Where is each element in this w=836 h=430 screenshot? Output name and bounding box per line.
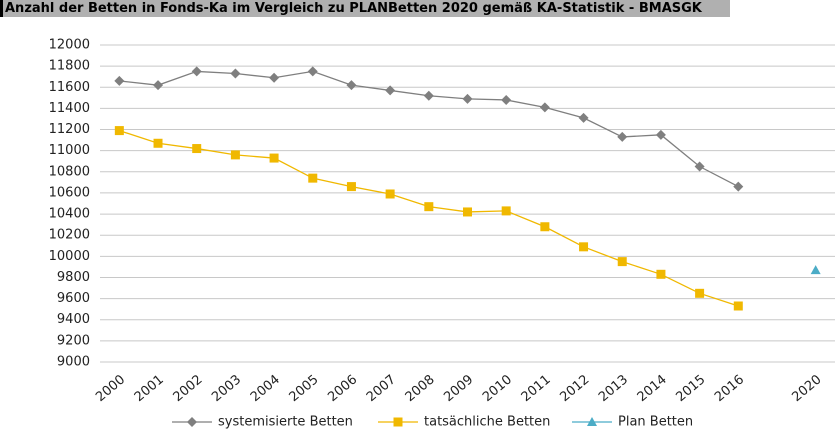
x-tick-label: 2008 bbox=[403, 372, 438, 405]
series-line bbox=[119, 70, 739, 188]
y-tick-label: 12000 bbox=[49, 38, 90, 53]
x-tick-label: 2007 bbox=[364, 372, 399, 405]
legend-label: Plan Betten bbox=[618, 415, 693, 430]
marker bbox=[656, 269, 666, 279]
marker bbox=[655, 129, 666, 140]
marker bbox=[579, 242, 589, 252]
y-tick-label: 10400 bbox=[49, 207, 90, 222]
marker bbox=[733, 301, 743, 311]
marker bbox=[191, 66, 202, 77]
marker bbox=[308, 173, 318, 183]
x-tick-label: 2005 bbox=[287, 372, 322, 405]
marker bbox=[617, 131, 628, 142]
x-tick-label: 2000 bbox=[93, 372, 128, 405]
x-tick-label: 2001 bbox=[132, 372, 167, 405]
chart-title: Anzahl der Betten in Fonds-Ka im Verglei… bbox=[0, 0, 730, 17]
marker bbox=[114, 75, 125, 86]
marker bbox=[385, 189, 395, 199]
marker bbox=[810, 265, 821, 275]
x-tick-label: 2015 bbox=[673, 372, 708, 405]
marker bbox=[423, 90, 434, 101]
marker bbox=[424, 202, 434, 212]
y-tick-label: 10200 bbox=[49, 228, 90, 243]
marker bbox=[539, 102, 550, 113]
marker bbox=[463, 207, 472, 217]
marker bbox=[501, 94, 512, 105]
marker bbox=[462, 93, 473, 104]
y-tick-label: 11200 bbox=[49, 122, 90, 137]
x-tick-label: 2003 bbox=[209, 372, 244, 405]
y-tick-label: 11800 bbox=[49, 59, 90, 74]
marker bbox=[733, 181, 744, 192]
marker bbox=[695, 288, 705, 298]
y-tick-label: 10600 bbox=[49, 185, 90, 200]
marker bbox=[269, 153, 279, 163]
x-tick-label: 2002 bbox=[171, 372, 206, 405]
marker bbox=[385, 85, 396, 96]
legend-label: systemisierte Betten bbox=[218, 415, 353, 430]
marker bbox=[617, 257, 627, 267]
series-line bbox=[119, 129, 739, 307]
x-tick-label: 2009 bbox=[441, 372, 476, 405]
x-tick-label: 2006 bbox=[325, 372, 360, 405]
legend-label: tatsächliche Betten bbox=[424, 415, 550, 430]
marker bbox=[578, 112, 589, 123]
marker bbox=[187, 417, 197, 427]
marker bbox=[307, 66, 318, 77]
marker bbox=[501, 206, 511, 216]
y-tick-label: 11400 bbox=[49, 101, 90, 116]
x-tick-label: 2012 bbox=[557, 372, 592, 405]
marker bbox=[230, 68, 241, 79]
marker bbox=[393, 417, 403, 427]
x-tick-label: 2011 bbox=[519, 372, 554, 405]
marker bbox=[346, 80, 357, 91]
x-tick-label: 2014 bbox=[635, 372, 670, 405]
y-tick-label: 9000 bbox=[57, 355, 90, 370]
marker bbox=[269, 72, 280, 83]
marker bbox=[346, 182, 356, 192]
x-tick-label: 2016 bbox=[712, 372, 747, 405]
y-tick-label: 10000 bbox=[49, 249, 90, 264]
x-tick-label: 2010 bbox=[480, 372, 515, 405]
marker bbox=[153, 138, 163, 148]
marker bbox=[587, 417, 597, 426]
x-tick-label: 2020 bbox=[789, 372, 824, 405]
y-tick-label: 11600 bbox=[49, 80, 90, 95]
y-tick-label: 10800 bbox=[49, 164, 90, 179]
marker bbox=[192, 144, 202, 154]
marker bbox=[114, 126, 124, 136]
y-tick-label: 9400 bbox=[57, 312, 90, 327]
marker bbox=[540, 222, 550, 232]
y-tick-label: 9800 bbox=[57, 270, 90, 285]
y-tick-label: 11000 bbox=[49, 143, 90, 158]
x-tick-label: 2013 bbox=[596, 372, 631, 405]
marker bbox=[153, 80, 164, 91]
marker bbox=[694, 161, 705, 172]
y-tick-label: 9600 bbox=[57, 291, 90, 306]
y-tick-label: 9200 bbox=[57, 333, 90, 348]
x-tick-label: 2004 bbox=[248, 372, 283, 405]
marker bbox=[230, 150, 240, 160]
